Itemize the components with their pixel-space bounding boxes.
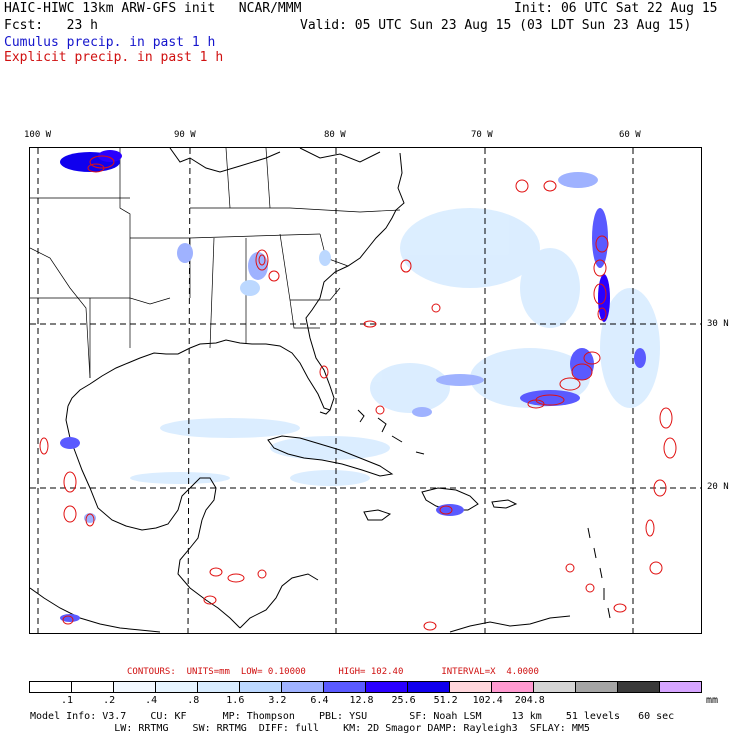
explicit-precip-contours [39,155,677,631]
lat-label-20n: 20 N [707,482,729,492]
state-borders [30,148,401,379]
lat-label-30n: 30 N [707,319,729,329]
colorbar-segment [72,682,114,692]
forecast-hour: Fcst: 23 h [4,18,98,33]
legend-explicit-precip: Explicit precip. in past 1 h [4,50,224,65]
contours-interval: INTERVAL=X 4.0000 [441,667,539,677]
init-time: Init: 06 UTC Sat 22 Aug 15 [514,1,718,16]
colorbar-segment [534,682,576,692]
map-title: HAIC-HIWC 13km ARW-GFS init NCAR/MMM [4,1,302,16]
colorbar-segment [660,682,701,692]
precip-map [29,147,702,634]
colorbar-segment [366,682,408,692]
contours-units: UNITS=mm [186,667,230,677]
colorbar-tick-label: 25.6 [391,695,416,706]
colorbar-tick-label: 51.2 [433,695,458,706]
model-info-line1: Model Info: V3.7 CU: KF MP: Thompson PBL… [30,711,675,722]
contours-info: CONTOURS: UNITS=mm LOW= 0.10000 HIGH= 10… [127,667,539,677]
contours-high: HIGH= 102.40 [338,667,404,677]
coastlines [30,148,611,633]
latlon-grid [30,148,701,633]
colorbar-tick-label: 12.8 [349,695,374,706]
lon-label-90w: 90 W [174,130,196,140]
colorbar-tick-label: .4 [145,695,158,706]
colorbar-tick-labels: .1 .2 .4 .8 1.6 3.2 6.4 12.8 25.6 51.2 102.4 204.8 [29,695,702,707]
colorbar-segment [324,682,366,692]
lon-label-70w: 70 W [471,130,493,140]
colorbar-segment [240,682,282,692]
legend-cumulus-precip: Cumulus precip. in past 1 h [4,35,216,50]
colorbar-segment [114,682,156,692]
colorbar-segment [30,682,72,692]
precip-colorbar [29,681,702,693]
colorbar-segment [618,682,660,692]
lon-label-60w: 60 W [619,130,641,140]
colorbar-segment [576,682,618,692]
colorbar-units: mm [706,695,719,706]
colorbar-tick-label: 1.6 [226,695,245,706]
model-info-line2: LW: RRTMG SW: RRTMG DIFF: full KM: 2D Sm… [30,723,590,734]
colorbar-tick-label: 204.8 [514,695,545,706]
colorbar-segment [282,682,324,692]
valid-time: Valid: 05 UTC Sun 23 Aug 15 (03 LDT Sun … [300,18,692,33]
colorbar-segment [408,682,450,692]
colorbar-tick-label: .8 [187,695,200,706]
lon-label-80w: 80 W [324,130,346,140]
colorbar-segment [492,682,534,692]
colorbar-tick-label: 6.4 [310,695,329,706]
light-precip-field [130,208,660,486]
colorbar-tick-label: 102.4 [472,695,503,706]
colorbar-tick-label: .1 [61,695,74,706]
colorbar-segment [450,682,492,692]
contours-low: LOW= 0.10000 [240,667,306,677]
colorbar-segment [156,682,198,692]
map-canvas [30,148,701,633]
lon-label-100w: 100 W [24,130,52,140]
colorbar-segment [198,682,240,692]
colorbar-tick-label: .2 [103,695,116,706]
colorbar-tick-label: 3.2 [268,695,287,706]
contours-label: CONTOURS: [127,667,176,677]
